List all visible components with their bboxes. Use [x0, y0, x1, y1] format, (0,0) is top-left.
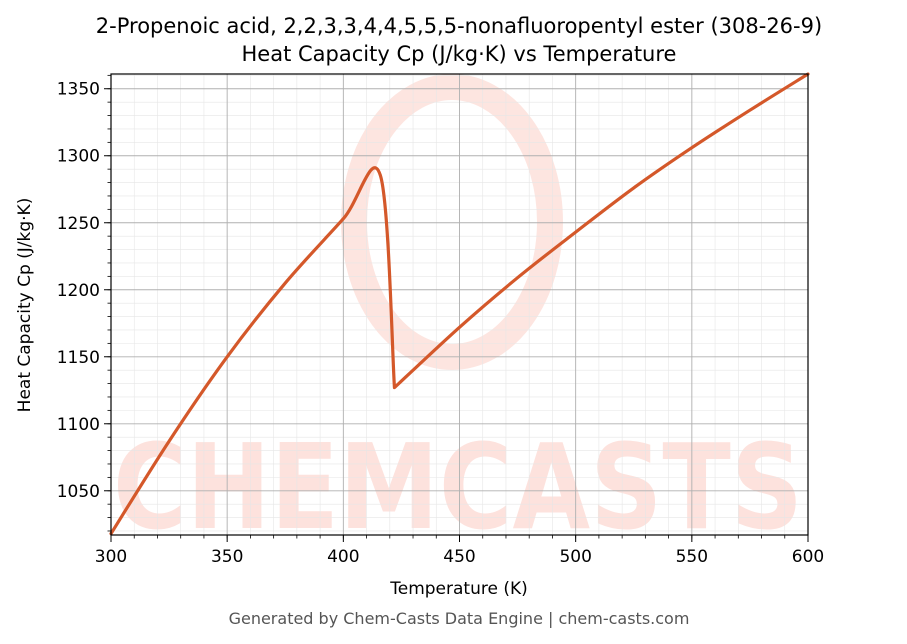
y-tick-label: 1150	[57, 348, 100, 368]
x-tick-label: 600	[792, 547, 824, 567]
x-axis: 300 350 400 450 500 550 600	[95, 535, 824, 567]
x-axis-label: Temperature (K)	[389, 579, 528, 599]
grid-major	[110, 74, 809, 535]
y-tick-label: 1250	[57, 214, 100, 234]
x-tick-label: 300	[95, 547, 127, 567]
y-tick-label: 1100	[57, 415, 100, 435]
y-tick-label: 1050	[57, 482, 100, 502]
x-tick-label: 500	[559, 547, 591, 567]
y-tick-label: 1200	[57, 281, 100, 301]
watermark: CHEMCASTS	[113, 74, 803, 556]
x-tick-label: 350	[211, 547, 243, 567]
y-tick-label: 1350	[57, 80, 100, 100]
y-tick-label: 1300	[57, 147, 100, 167]
x-tick-label: 400	[327, 547, 359, 567]
chart-title: 2-Propenoic acid, 2,2,3,3,4,4,5,5,5-nona…	[96, 14, 822, 38]
footer-credit: Generated by Chem-Casts Data Engine | ch…	[229, 609, 690, 628]
chart-subtitle: Heat Capacity Cp (J/kg·K) vs Temperature	[242, 42, 677, 66]
x-tick-label: 450	[443, 547, 475, 567]
series-line	[109, 72, 810, 536]
watermark-text: CHEMCASTS	[113, 418, 803, 556]
y-axis-label: Heat Capacity Cp (J/kg·K)	[15, 198, 35, 413]
y-axis: 1050 1100 1150 1200 1250 1300 1350	[57, 74, 111, 532]
x-tick-label: 550	[676, 547, 708, 567]
